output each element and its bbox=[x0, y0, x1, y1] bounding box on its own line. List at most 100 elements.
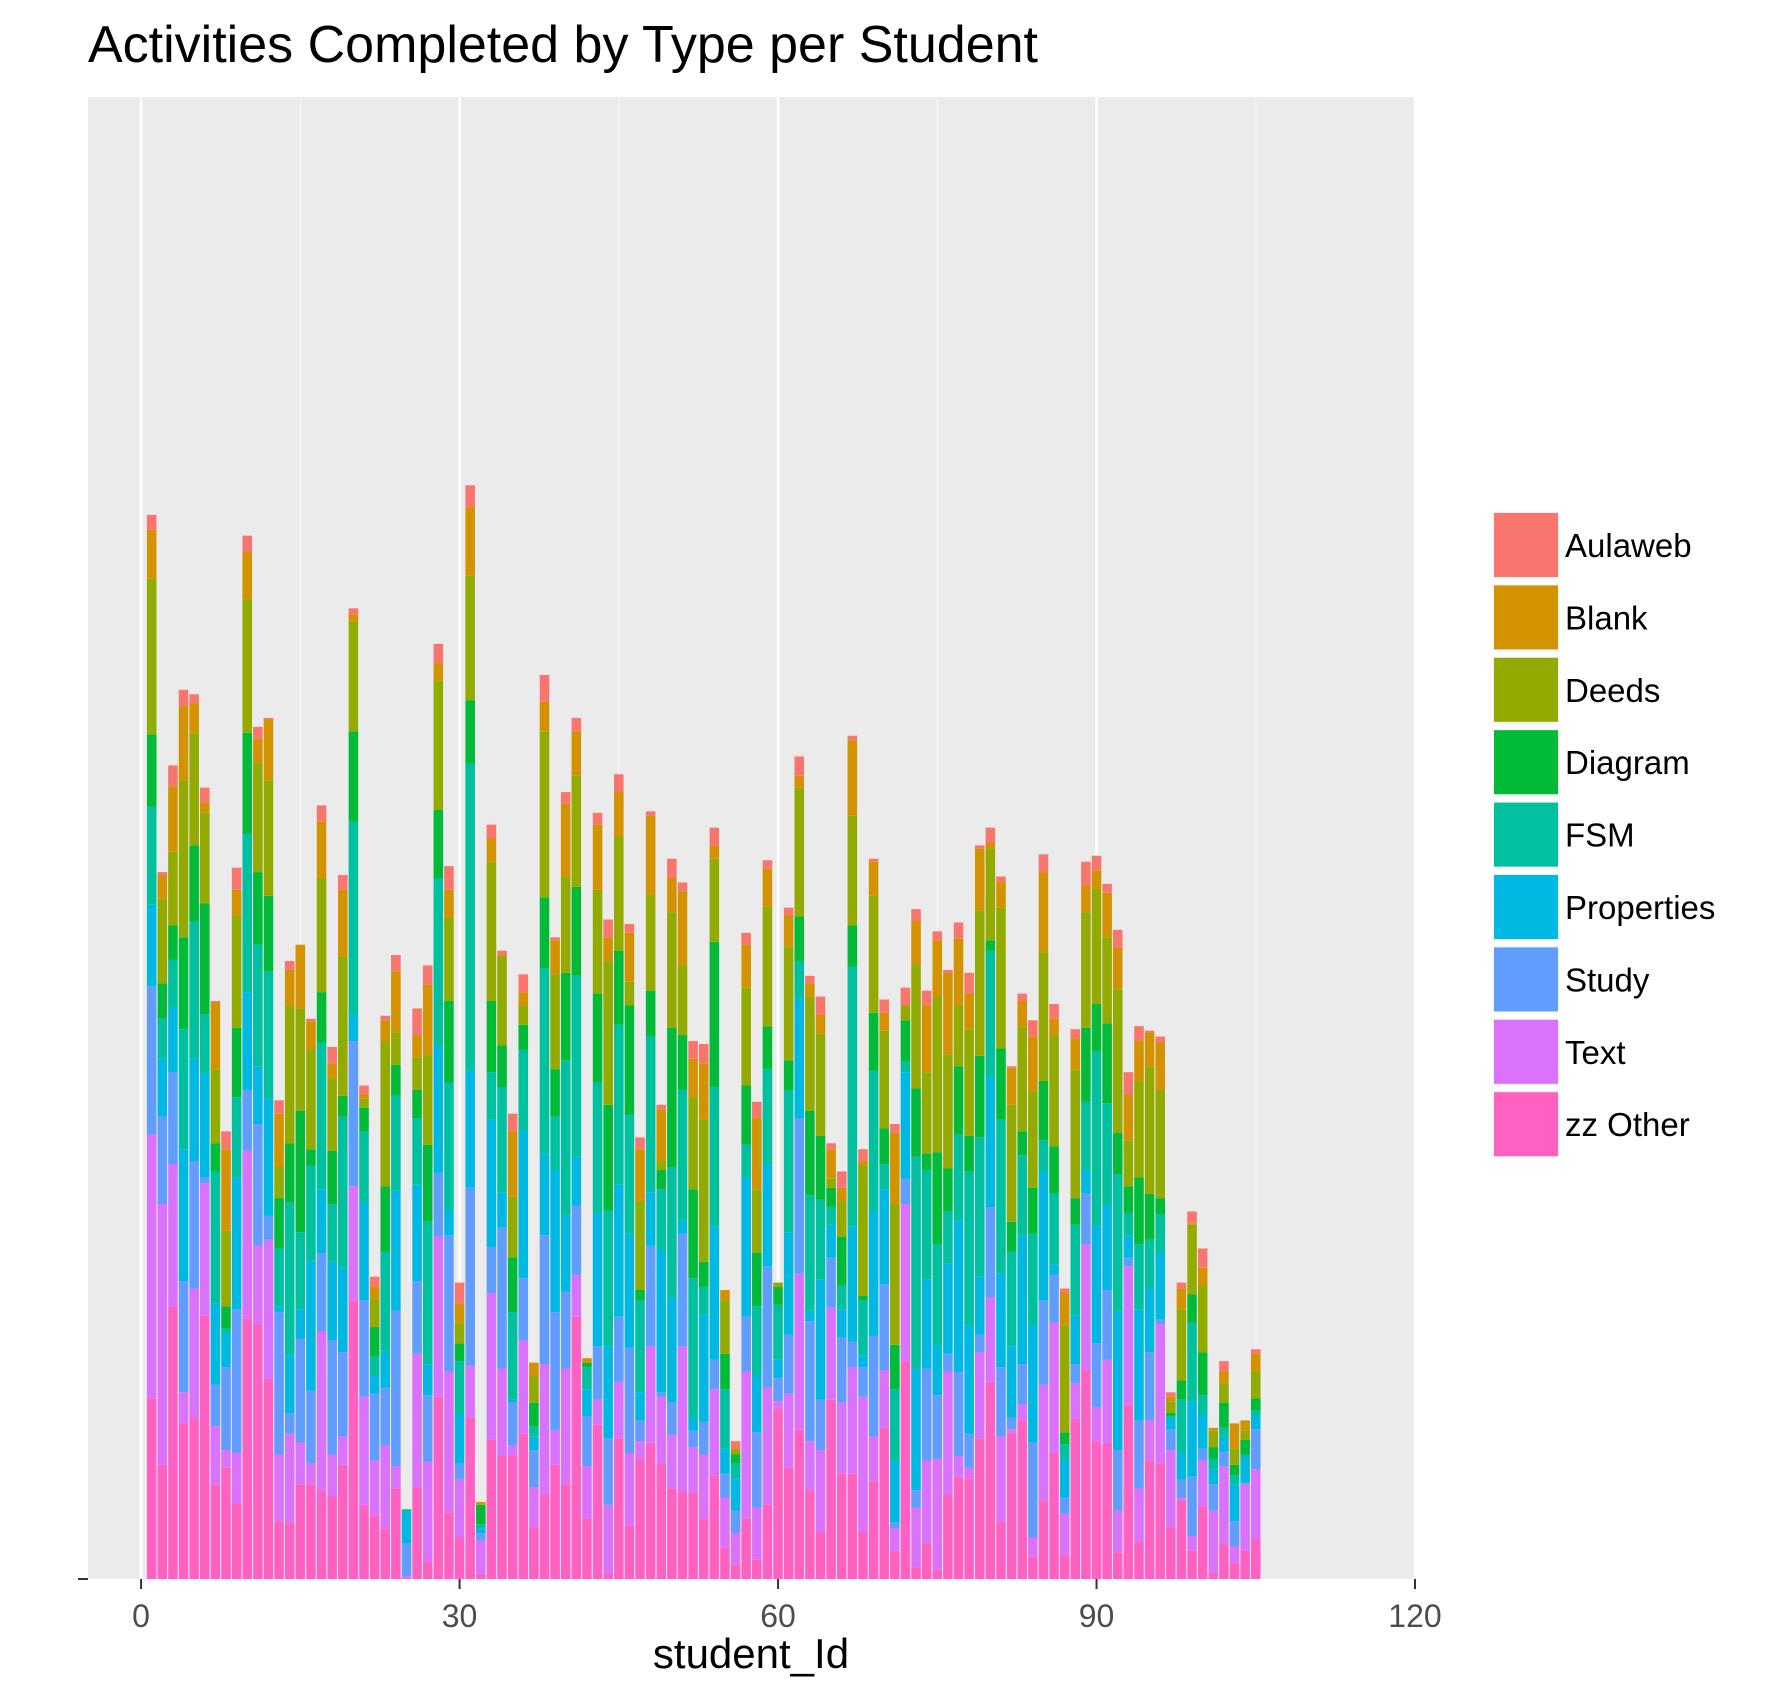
bar-segment-text bbox=[645, 1346, 656, 1443]
bar-student-13 bbox=[274, 1100, 284, 1579]
bar-segment-fsm bbox=[380, 1251, 391, 1351]
bar-segment-properties bbox=[688, 1417, 698, 1431]
bar-segment-aulaweb bbox=[1155, 1036, 1165, 1043]
bar-segment-study bbox=[444, 1235, 454, 1372]
bar-segment-study bbox=[900, 1178, 911, 1205]
bar-segment-diagram bbox=[210, 1143, 221, 1172]
legend: Aulaweb Blank Deeds Diagram FSM Properties Stu… bbox=[1493, 512, 1715, 1158]
bar-segment-blank bbox=[858, 1161, 868, 1166]
bar-segment-aulaweb bbox=[454, 1282, 465, 1304]
bar-segment-deeds bbox=[507, 1196, 518, 1258]
bar-segment-properties bbox=[369, 1375, 380, 1394]
bar-segment-blank bbox=[996, 882, 1006, 908]
bar-segment-deeds bbox=[645, 894, 656, 991]
bar-segment-text bbox=[178, 1392, 189, 1424]
bar-segment-study bbox=[1081, 1193, 1091, 1245]
bar-segment-text bbox=[242, 1150, 253, 1319]
bar-segment-properties bbox=[1166, 1417, 1176, 1430]
bar-segment-aulaweb bbox=[1197, 1248, 1208, 1268]
bar-segment-fsm bbox=[645, 1036, 656, 1193]
bar-student-9 bbox=[231, 867, 242, 1579]
x-tick-label: 120 bbox=[1388, 1598, 1441, 1634]
bar-segment-text bbox=[773, 1401, 783, 1409]
bar-segment-text bbox=[1134, 1488, 1144, 1542]
bar-segment-blank bbox=[454, 1303, 465, 1323]
bar-segment-fsm bbox=[242, 833, 253, 993]
bar-segment-properties bbox=[571, 1156, 582, 1206]
bar-segment-blank bbox=[391, 971, 401, 1033]
bar-segment-blank bbox=[189, 703, 199, 733]
bar-segment-study bbox=[380, 1387, 391, 1446]
bar-segment-study bbox=[146, 986, 157, 1135]
bar-segment-text bbox=[221, 1450, 231, 1468]
bar-segment-study bbox=[826, 1257, 836, 1308]
bar-segment-aulaweb bbox=[1176, 1282, 1187, 1289]
bar-segment-fsm bbox=[369, 1356, 380, 1376]
bar-segment-study bbox=[752, 1432, 762, 1508]
bar-segment-fsm bbox=[826, 1207, 836, 1225]
bar-segment-deeds bbox=[1240, 1430, 1250, 1440]
bar-segment-deeds bbox=[635, 1201, 645, 1291]
bar-segment-aulaweb bbox=[677, 882, 688, 892]
bar-student-46 bbox=[624, 923, 635, 1579]
bar-segment-text bbox=[210, 1426, 221, 1485]
bar-segment-fsm bbox=[1081, 1101, 1091, 1170]
bar-segment-properties bbox=[529, 1436, 539, 1451]
bar-segment-properties bbox=[1197, 1414, 1208, 1449]
bar-segment-aulaweb bbox=[964, 972, 974, 994]
bar-segment-blank bbox=[847, 740, 858, 816]
bar-segment-fsm bbox=[231, 1097, 242, 1178]
bar-segment-fsm bbox=[783, 1089, 794, 1233]
bar-segment-aulaweb bbox=[752, 1101, 762, 1119]
bar-student-43 bbox=[592, 812, 603, 1579]
bar-segment-aulaweb bbox=[635, 1137, 645, 1150]
bar-segment-study bbox=[1112, 1450, 1123, 1511]
bar-segment-aulaweb bbox=[422, 965, 433, 985]
bar-segment-fsm bbox=[486, 1072, 497, 1120]
bar-student-19 bbox=[338, 875, 348, 1579]
bar-segment-zz-other bbox=[1197, 1506, 1208, 1579]
bar-student-14 bbox=[284, 961, 295, 1579]
bar-segment-text bbox=[858, 1396, 868, 1532]
bar-student-2 bbox=[157, 872, 168, 1579]
bar-segment-deeds bbox=[284, 1005, 295, 1144]
bar-segment-aulaweb bbox=[847, 735, 858, 741]
x-axis-title: student_Id bbox=[653, 1630, 849, 1677]
bar-segment-properties bbox=[146, 904, 157, 987]
bar-segment-fsm bbox=[974, 1137, 985, 1277]
bar-segment-zz-other bbox=[1038, 1500, 1049, 1579]
bar-segment-deeds bbox=[231, 915, 242, 1028]
bar-segment-aulaweb bbox=[253, 726, 263, 739]
bar-segment-fsm bbox=[624, 1115, 635, 1234]
bar-segment-properties bbox=[465, 1070, 475, 1188]
bar-segment-zz-other bbox=[253, 1324, 263, 1579]
bar-student-37 bbox=[529, 1362, 539, 1579]
bar-student-102 bbox=[1219, 1361, 1229, 1579]
bar-segment-deeds bbox=[932, 996, 943, 1153]
bar-segment-deeds bbox=[996, 907, 1006, 1049]
bar-segment-study bbox=[932, 1395, 943, 1459]
bar-segment-zz-other bbox=[465, 1417, 475, 1579]
bar-student-63 bbox=[805, 975, 815, 1579]
bar-segment-fsm bbox=[932, 1244, 943, 1345]
bar-segment-properties bbox=[614, 1184, 624, 1317]
bar-segment-study bbox=[709, 1359, 720, 1390]
bar-segment-aulaweb bbox=[1112, 929, 1123, 948]
bar-segment-blank bbox=[210, 1002, 221, 1070]
bar-segment-blank bbox=[284, 969, 295, 1006]
bar-segment-properties bbox=[454, 1414, 465, 1464]
bar-segment-zz-other bbox=[242, 1318, 253, 1579]
legend-label: Aulaweb bbox=[1565, 527, 1692, 564]
bar-segment-deeds bbox=[890, 1204, 900, 1345]
bar-segment-zz-other bbox=[199, 1315, 210, 1579]
bar-segment-text bbox=[868, 1436, 879, 1482]
bar-segment-study bbox=[794, 1118, 805, 1274]
bar-segment-zz-other bbox=[1229, 1562, 1240, 1579]
legend-item-text: Text bbox=[1493, 1018, 1626, 1085]
bar-segment-blank bbox=[635, 1149, 645, 1202]
bar-segment-aulaweb bbox=[974, 845, 985, 849]
bar-student-78 bbox=[964, 972, 974, 1579]
bar-segment-blank bbox=[1176, 1288, 1187, 1310]
bar-segment-diagram bbox=[635, 1290, 645, 1301]
